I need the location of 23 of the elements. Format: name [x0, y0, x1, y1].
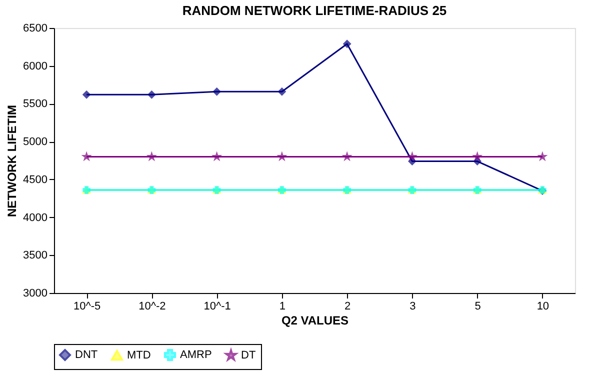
x-tick-label: 5 [474, 300, 481, 312]
x-tick-label: 3 [410, 300, 416, 312]
legend-label: MTD [127, 349, 151, 362]
chart-title: RANDOM NETWORK LIFETIME-RADIUS 25 [182, 3, 447, 18]
y-tick-label: 4000 [23, 212, 48, 224]
legend-label: DNT [75, 349, 98, 361]
y-tick-label: 6000 [23, 60, 48, 72]
y-axis-title: NETWORK LIFETIM [5, 105, 20, 217]
y-tick-label: 3500 [23, 250, 48, 262]
legend-label: AMRP [180, 349, 212, 361]
legend-label: DT [241, 349, 256, 362]
x-tick-label: 10 [536, 300, 550, 312]
x-tick-label: 10^-1 [204, 300, 231, 312]
x-tick-label: 10^-2 [138, 300, 166, 312]
y-tick-label: 5500 [23, 98, 48, 110]
x-axis-title: Q2 VALUES [281, 314, 349, 328]
y-tick-label: 5000 [23, 136, 48, 148]
y-tick-label: 6500 [23, 22, 48, 34]
x-tick-label: 10^-5 [73, 300, 101, 312]
x-tick-label: 1 [279, 300, 286, 312]
y-tick-label: 3000 [23, 288, 48, 300]
y-tick-label: 4500 [23, 174, 48, 186]
x-tick-label: 2 [344, 300, 351, 312]
